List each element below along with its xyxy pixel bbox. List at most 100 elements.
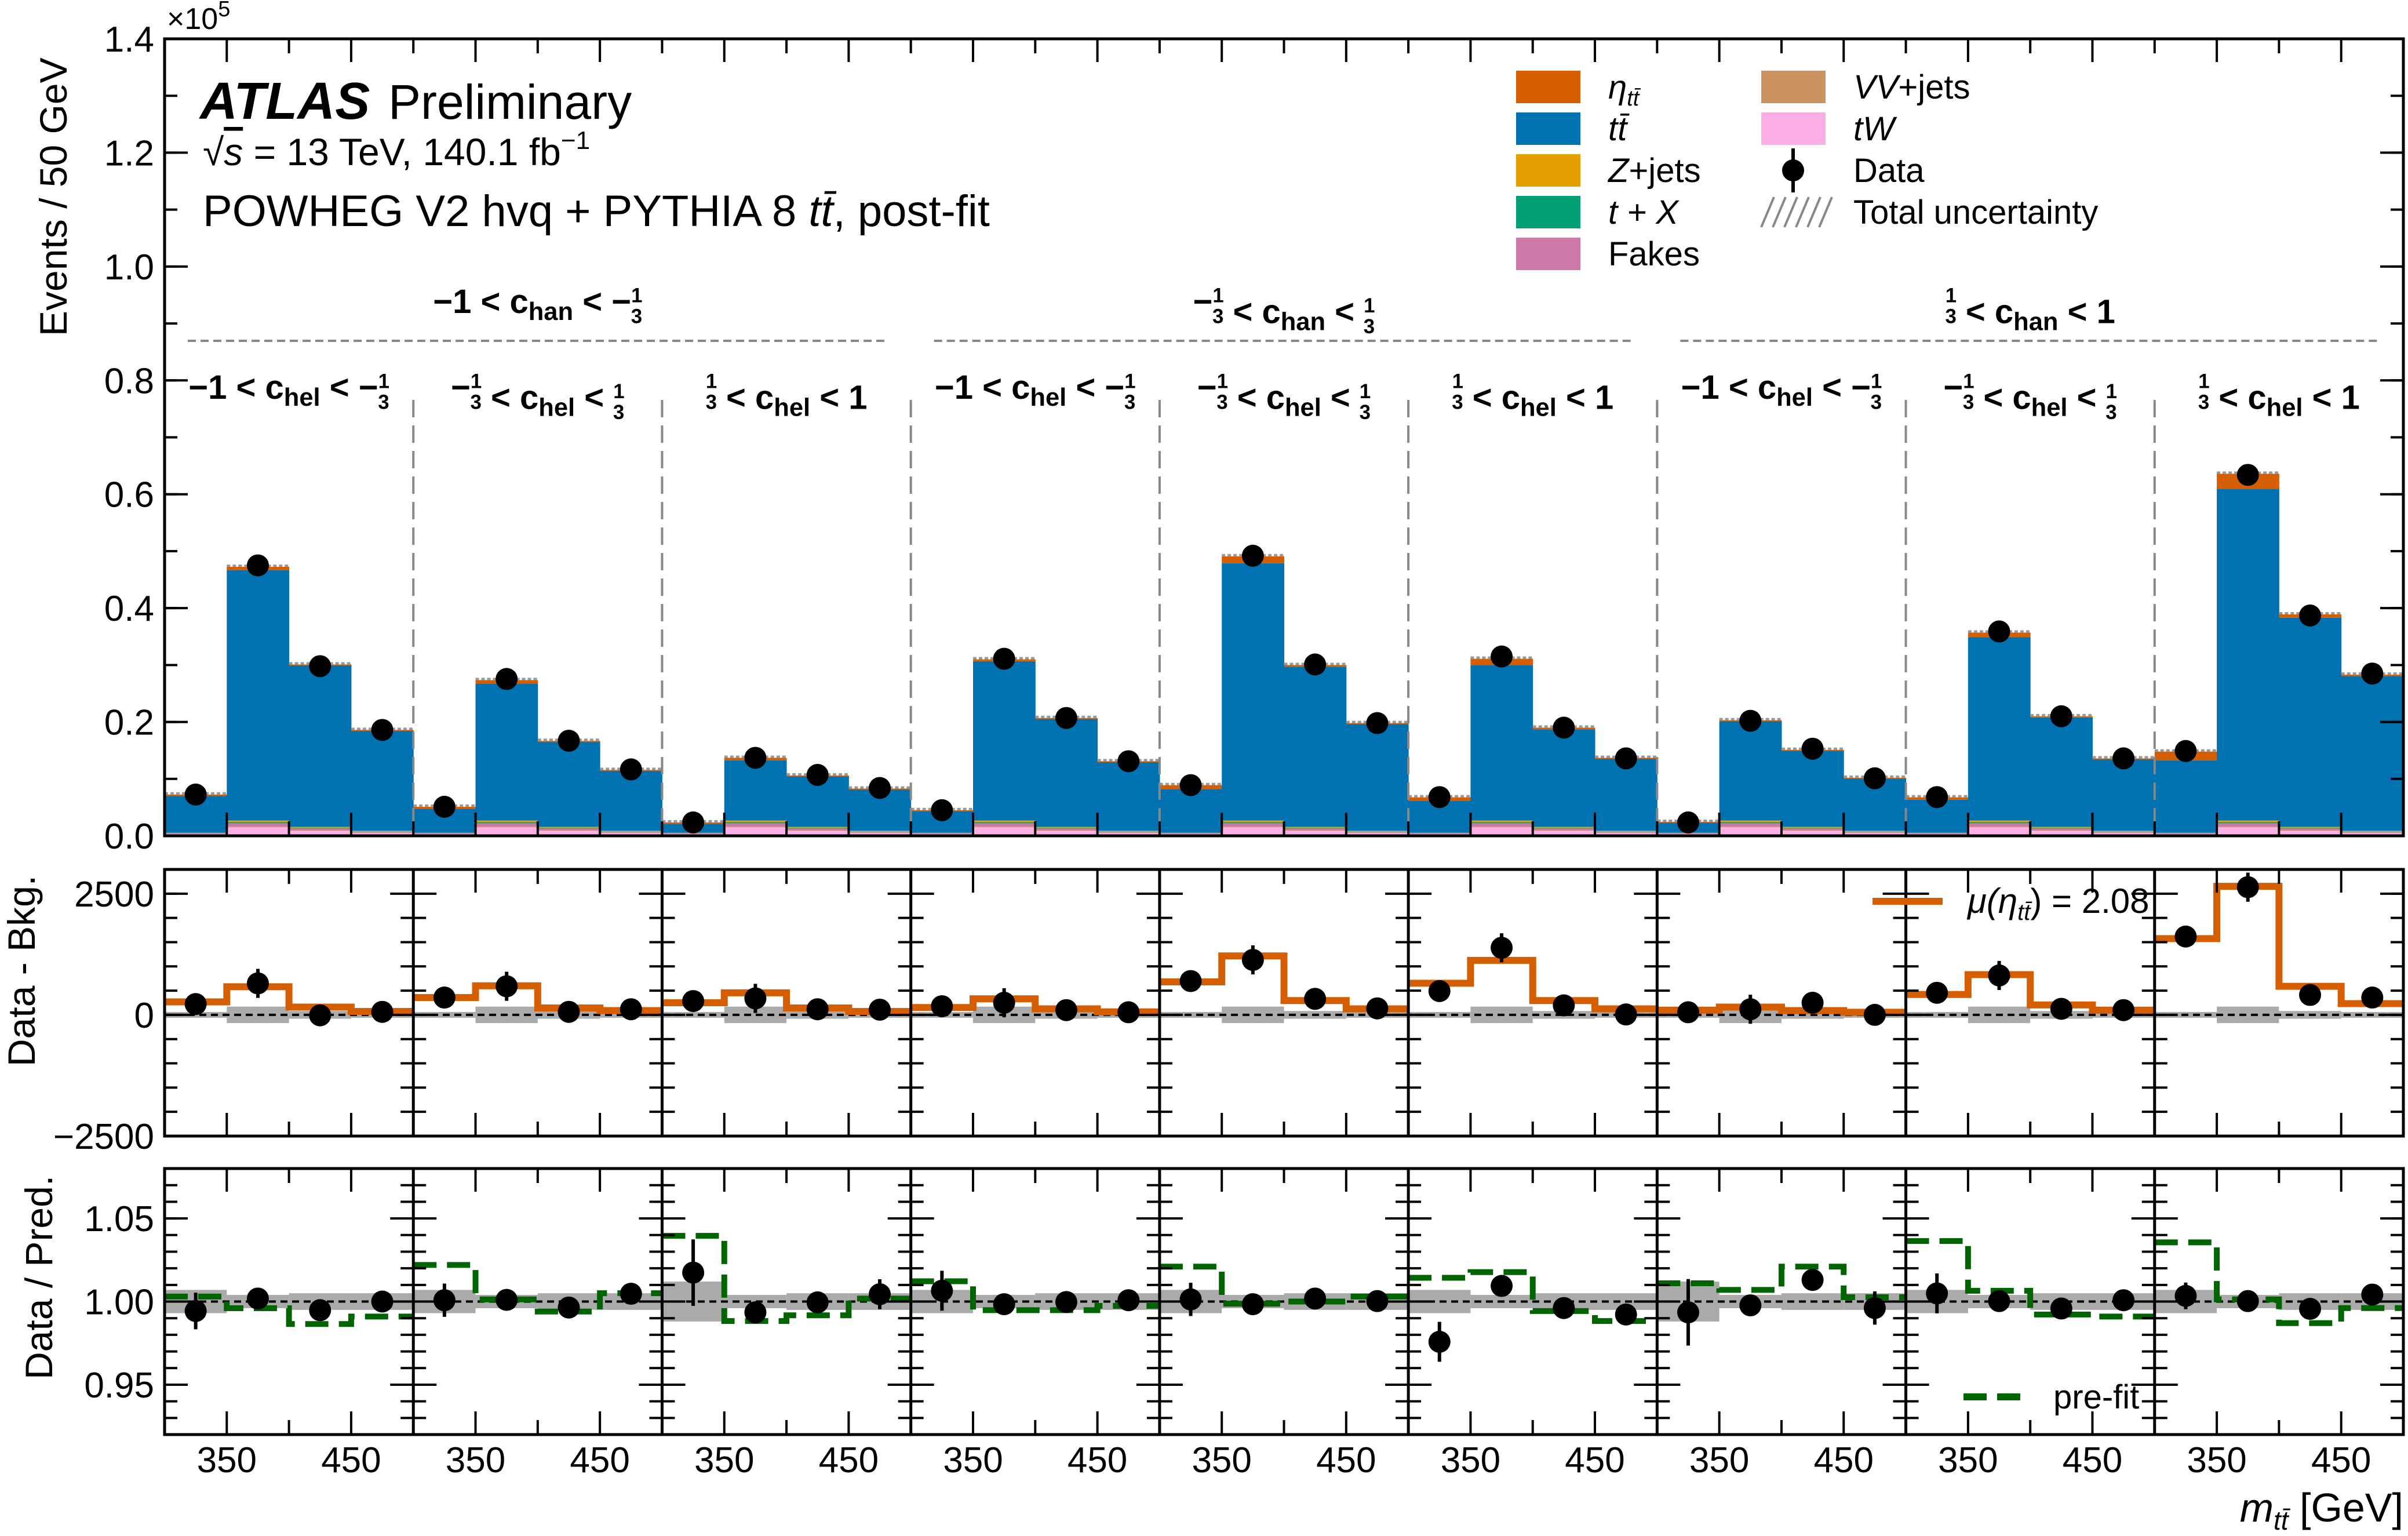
stack-bar-fakes bbox=[1595, 831, 1657, 833]
y-tick-label: 1.05 bbox=[84, 1199, 154, 1239]
stack-bar-tx bbox=[786, 828, 849, 829]
stack-bar-ttbar bbox=[227, 570, 290, 821]
data-point bbox=[2112, 1289, 2135, 1312]
stack-bar-fakes bbox=[2279, 828, 2342, 831]
data-point bbox=[1677, 811, 1699, 833]
y-multiplier: ×105 bbox=[167, 0, 230, 36]
stack-bar-zjets bbox=[1532, 827, 1595, 828]
stack-bar-fakes bbox=[1159, 833, 1222, 834]
stack-bar-ttbar bbox=[972, 661, 1036, 821]
legend-item-unc: Total uncertainty bbox=[1760, 194, 2098, 231]
signal-step-line bbox=[1408, 956, 1657, 1013]
legend-label: Total uncertainty bbox=[1853, 194, 2098, 231]
prefit-step-line bbox=[1408, 1269, 1657, 1324]
data-point bbox=[1428, 980, 1451, 1002]
prefit-step-line bbox=[1159, 1264, 1409, 1307]
stack-bar-fakes bbox=[2341, 831, 2404, 833]
stack-bar-fakes bbox=[1657, 833, 1720, 834]
prefit-step-line bbox=[1657, 1264, 1906, 1301]
y-tick-label: 1.0 bbox=[104, 247, 154, 287]
data-point bbox=[1801, 737, 1824, 760]
x-axis-title: mtt̄ [GeV] bbox=[2240, 1485, 2403, 1535]
data-point bbox=[2236, 1290, 2259, 1312]
stack-bar-tw bbox=[1284, 831, 1347, 836]
color-swatch-icon bbox=[1516, 71, 1580, 103]
color-swatch-icon bbox=[1516, 112, 1580, 145]
stack-bar-tw bbox=[1470, 827, 1533, 836]
data-point bbox=[1739, 998, 1762, 1021]
x-tick-label: 350 bbox=[1938, 1440, 1998, 1480]
stack-bar-fakes bbox=[786, 828, 849, 831]
data-point bbox=[1304, 653, 1327, 676]
chel-region-label: −1 < chel < −1 3 bbox=[1681, 369, 1882, 413]
signal-step-line bbox=[413, 982, 662, 1014]
stack-bar-ttbar bbox=[1346, 723, 1409, 831]
stack-bar-fakes bbox=[227, 823, 290, 827]
data-point bbox=[1428, 1330, 1451, 1353]
y-tick-label: 0.8 bbox=[104, 361, 154, 401]
stack-bar-fakes bbox=[1035, 828, 1098, 831]
stack-bar-fakes bbox=[2217, 823, 2279, 827]
data-point bbox=[1055, 707, 1077, 729]
data-point bbox=[620, 1283, 642, 1305]
stack-bar-ttbar bbox=[1470, 665, 1533, 821]
stack-bar-tx bbox=[2217, 822, 2279, 824]
data-point bbox=[1553, 1297, 1575, 1319]
data-point bbox=[496, 975, 518, 998]
data-point bbox=[620, 758, 642, 781]
stack-bar-ttbar bbox=[2030, 717, 2093, 827]
data-point bbox=[806, 763, 829, 786]
uncertainty-band bbox=[2217, 1006, 2279, 1024]
x-tick-label: 350 bbox=[694, 1440, 754, 1480]
data-point bbox=[309, 1004, 331, 1027]
chel-region-label: −1 < chel < −1 3 bbox=[935, 369, 1136, 413]
legend-label: VV+jets bbox=[1853, 68, 1970, 106]
legend-label: t + X bbox=[1608, 194, 1680, 231]
stack-bar-zjets bbox=[972, 820, 1036, 822]
stack-bar-fakes bbox=[351, 831, 414, 833]
data-point bbox=[2361, 987, 2384, 1009]
stack-bar-ttbar bbox=[1781, 750, 1844, 827]
stack-bar-tx bbox=[2279, 828, 2342, 829]
data-point bbox=[2299, 984, 2322, 1006]
stack-bar-fakes bbox=[724, 823, 787, 827]
data-point bbox=[1553, 994, 1575, 1017]
stack-bar-vvjets bbox=[2279, 830, 2342, 831]
stack-bar-tw bbox=[227, 827, 290, 836]
stack-bar-zjets bbox=[1470, 820, 1533, 822]
chel-region-label: −1 < chel < −1 3 bbox=[188, 369, 389, 413]
stack-bar-tw bbox=[2030, 831, 2093, 836]
stack-bar-zjets bbox=[537, 827, 600, 828]
stack-bar-tx bbox=[1284, 828, 1347, 829]
stack-bar-fakes bbox=[910, 833, 974, 834]
data-point bbox=[806, 998, 829, 1021]
stack-bar-fakes bbox=[1781, 828, 1844, 831]
data-marker-icon bbox=[1782, 159, 1804, 181]
data-point bbox=[184, 993, 207, 1015]
stack-bar-vvjets bbox=[2030, 830, 2093, 831]
prefit-legend: pre-fit bbox=[1963, 1378, 2139, 1416]
data-point bbox=[1926, 981, 1948, 1004]
data-point bbox=[1926, 786, 1948, 809]
stack-bar-zjets bbox=[1781, 827, 1844, 828]
stack-bar-fakes bbox=[2154, 833, 2217, 834]
hatch-line bbox=[1795, 196, 1810, 228]
data-point bbox=[931, 799, 953, 821]
x-tick-label: 450 bbox=[321, 1440, 381, 1480]
prefit-legend-text: pre-fit bbox=[2053, 1378, 2139, 1416]
data-point bbox=[2236, 876, 2259, 898]
color-swatch-icon bbox=[1516, 154, 1580, 187]
data-point bbox=[433, 1289, 456, 1312]
stack-bar-tw bbox=[972, 827, 1036, 836]
data-point bbox=[744, 747, 767, 769]
legend-label: Data bbox=[1853, 152, 1925, 190]
stack-bar-vvjets bbox=[786, 830, 849, 831]
stack-bar-ttbar bbox=[2217, 489, 2279, 821]
data-point bbox=[2299, 604, 2322, 627]
y-tick-label: 1.00 bbox=[84, 1283, 154, 1323]
data-point bbox=[1863, 1297, 1886, 1319]
